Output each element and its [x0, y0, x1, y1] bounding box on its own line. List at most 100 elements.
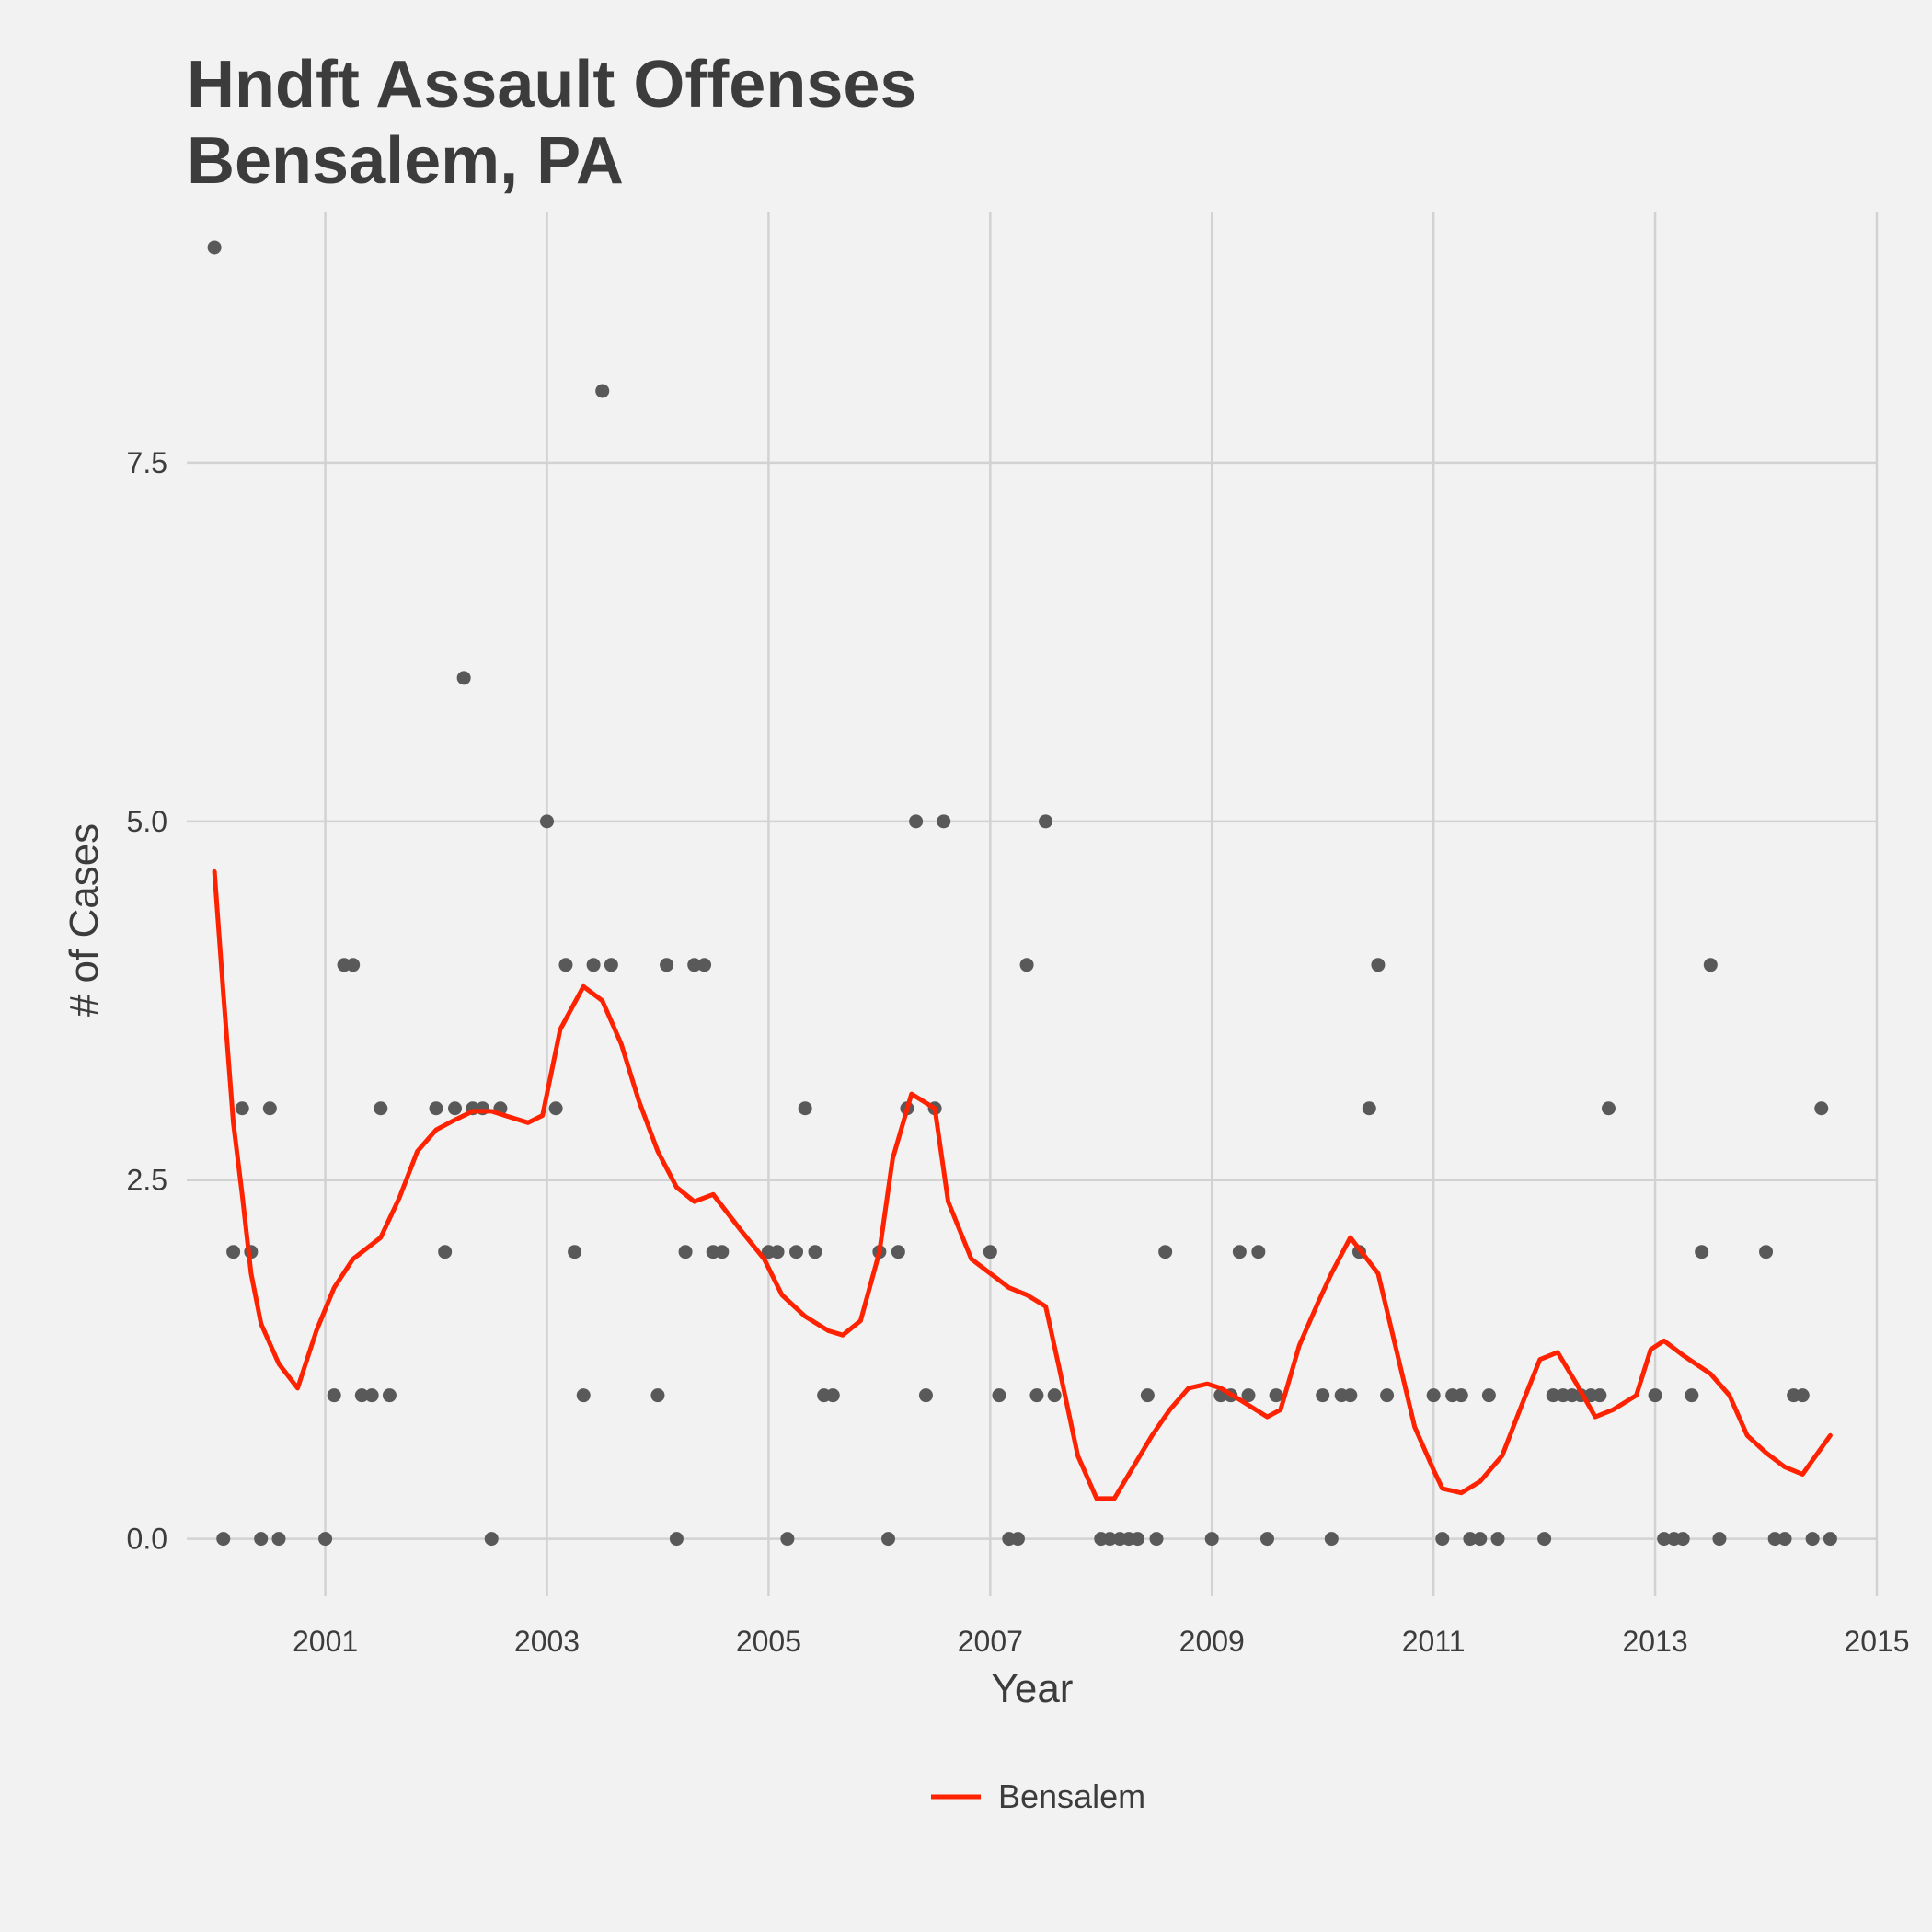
- data-point: [697, 958, 712, 972]
- y-tick-label: 7.5: [127, 446, 167, 479]
- data-point: [1131, 1532, 1145, 1547]
- data-point: [207, 240, 222, 255]
- data-point: [1102, 1532, 1117, 1547]
- data-point: [1039, 814, 1053, 829]
- data-point: [1269, 1388, 1283, 1403]
- x-tick-label: 2001: [293, 1625, 358, 1658]
- data-point: [1767, 1532, 1782, 1547]
- data-point: [808, 1245, 822, 1259]
- data-point: [1546, 1388, 1560, 1403]
- data-point: [1703, 958, 1718, 972]
- data-point: [1426, 1388, 1441, 1403]
- data-point: [1010, 1532, 1025, 1547]
- data-point: [586, 958, 601, 972]
- y-tick-label: 0.0: [127, 1523, 167, 1556]
- data-point: [1362, 1101, 1376, 1116]
- data-point: [1777, 1532, 1792, 1547]
- data-point: [780, 1532, 795, 1547]
- legend: Bensalem: [931, 1777, 1145, 1815]
- data-point: [1343, 1388, 1358, 1403]
- data-point: [669, 1532, 684, 1547]
- data-point: [226, 1245, 241, 1259]
- data-point: [687, 958, 702, 972]
- data-point: [789, 1245, 804, 1259]
- data-point: [327, 1388, 341, 1403]
- data-point: [770, 1245, 785, 1259]
- y-axis-ticks: 0.0 2.5 5.0 7.5: [127, 446, 167, 1556]
- data-point: [539, 814, 554, 829]
- y-tick-label: 2.5: [127, 1164, 167, 1197]
- data-point: [1537, 1532, 1552, 1547]
- data-point: [992, 1388, 1006, 1403]
- x-tick-label: 2007: [958, 1625, 1023, 1658]
- data-point: [1481, 1388, 1496, 1403]
- data-point: [1019, 958, 1034, 972]
- data-point: [604, 958, 618, 972]
- data-point: [456, 671, 471, 685]
- series-line-bensalem: [212, 868, 1833, 1501]
- x-tick-label: 2009: [1179, 1625, 1245, 1658]
- data-point: [374, 1101, 388, 1116]
- data-point: [1232, 1245, 1247, 1259]
- data-point: [678, 1245, 693, 1259]
- data-point: [1435, 1532, 1450, 1547]
- data-point: [429, 1101, 443, 1116]
- data-point: [650, 1388, 665, 1403]
- data-point: [1149, 1532, 1164, 1547]
- x-tick-label: 2015: [1844, 1625, 1909, 1658]
- data-point: [254, 1532, 269, 1547]
- data-point: [918, 1388, 933, 1403]
- data-point: [1657, 1532, 1672, 1547]
- data-point: [346, 958, 361, 972]
- data-point: [1324, 1532, 1339, 1547]
- data-point: [1759, 1245, 1774, 1259]
- data-point: [1805, 1532, 1820, 1547]
- data-point: [891, 1245, 905, 1259]
- data-point: [825, 1388, 840, 1403]
- data-point: [1675, 1532, 1690, 1547]
- data-point: [1241, 1388, 1256, 1403]
- data-point: [715, 1245, 730, 1259]
- data-point: [448, 1101, 463, 1116]
- x-tick-label: 2005: [736, 1625, 801, 1658]
- data-point: [1140, 1388, 1155, 1403]
- data-point: [354, 1388, 369, 1403]
- data-point: [548, 1101, 563, 1116]
- data-point: [1251, 1245, 1266, 1259]
- data-point: [558, 958, 573, 972]
- data-point: [438, 1245, 453, 1259]
- x-tick-label: 2011: [1402, 1625, 1466, 1658]
- y-tick-label: 5.0: [127, 805, 167, 838]
- data-point: [576, 1388, 591, 1403]
- data-point: [568, 1245, 582, 1259]
- data-point: [937, 814, 951, 829]
- data-point: [1473, 1532, 1488, 1547]
- data-point: [1712, 1532, 1727, 1547]
- data-point: [983, 1245, 997, 1259]
- x-axis-title: Year: [992, 1666, 1074, 1711]
- data-point: [1259, 1532, 1274, 1547]
- data-point: [909, 814, 924, 829]
- legend-label-bensalem: Bensalem: [998, 1777, 1145, 1815]
- data-point: [660, 958, 674, 972]
- data-point: [1463, 1532, 1478, 1547]
- data-point: [1648, 1388, 1662, 1403]
- data-point: [1029, 1388, 1044, 1403]
- data-point: [1593, 1388, 1607, 1403]
- data-point: [1795, 1388, 1810, 1403]
- data-point: [1454, 1388, 1468, 1403]
- data-point: [1371, 958, 1386, 972]
- chart-title-line-1: Hndft Assault Offenses: [187, 48, 916, 121]
- data-point: [1685, 1388, 1699, 1403]
- data-point: [271, 1532, 286, 1547]
- data-point: [1601, 1101, 1616, 1116]
- data-point: [1490, 1532, 1505, 1547]
- data-point: [1204, 1532, 1219, 1547]
- data-point: [484, 1532, 499, 1547]
- x-tick-label: 2013: [1622, 1625, 1687, 1658]
- data-point: [1316, 1388, 1330, 1403]
- x-tick-label: 2003: [514, 1625, 580, 1658]
